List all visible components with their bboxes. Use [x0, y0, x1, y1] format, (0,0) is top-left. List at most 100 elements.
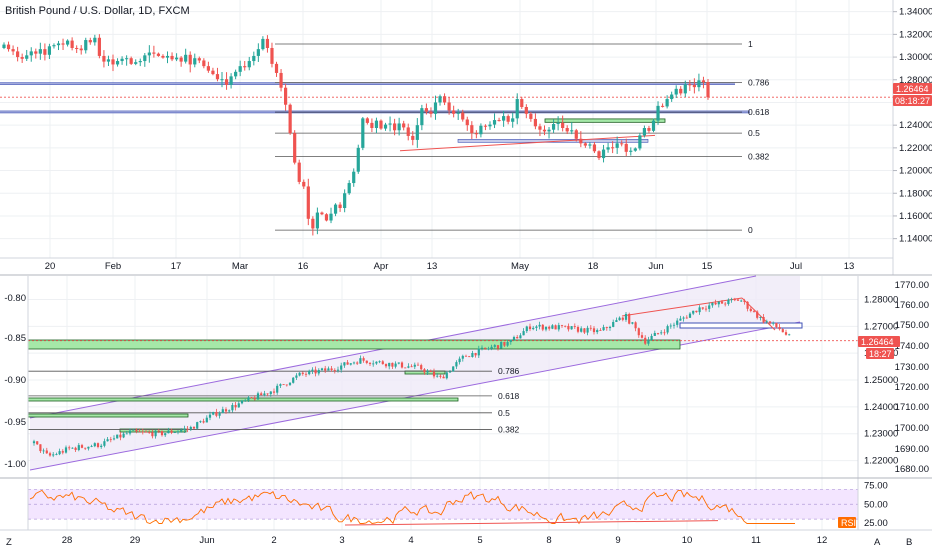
price-badge-middle-text: 1.26464: [861, 337, 894, 347]
candle-body: [265, 38, 270, 48]
candle-body: [224, 409, 228, 412]
auto-scale-button[interactable]: A: [874, 537, 881, 548]
candle-body: [106, 59, 111, 62]
candle-body: [343, 193, 347, 209]
candle-body: [576, 327, 580, 332]
candle-body: [455, 362, 458, 367]
candle-body: [765, 321, 768, 323]
candle-body: [665, 99, 669, 107]
candle-body: [411, 135, 415, 140]
candle-body: [452, 366, 455, 372]
candle-body: [25, 55, 29, 59]
price-badge-top: [893, 83, 932, 94]
candle-body: [448, 371, 452, 373]
candle-body: [56, 43, 61, 46]
candle-body: [80, 445, 84, 448]
candle-body: [579, 138, 583, 144]
candle-body: [493, 345, 496, 347]
candle-body: [420, 365, 423, 370]
candle-body: [621, 317, 624, 320]
candle-body: [567, 325, 570, 330]
candle-body: [228, 410, 231, 412]
candle-body: [547, 129, 551, 132]
price-badge-top-text: 1.26464: [896, 84, 929, 94]
candle-body: [338, 204, 342, 209]
candle-body: [138, 431, 141, 433]
candle-body: [52, 454, 55, 456]
candle-body: [596, 330, 599, 333]
candle-body: [88, 40, 92, 43]
candle-body: [315, 212, 319, 229]
candle-body: [706, 82, 710, 98]
candle-body: [551, 325, 554, 329]
candle-body: [496, 345, 500, 349]
candle-body: [484, 347, 487, 349]
zoom-button[interactable]: Z: [6, 537, 12, 548]
candle-body: [506, 342, 509, 346]
log-scale-button[interactable]: B: [906, 537, 912, 548]
candle-body: [551, 124, 556, 130]
rsi-tick-label: 50.00: [864, 499, 888, 510]
candle-body: [682, 317, 685, 319]
x-tick-label: Jul: [790, 261, 802, 272]
candle-body: [45, 450, 48, 454]
candle-body: [611, 147, 615, 149]
trendline-red: [399, 134, 656, 152]
candle-body: [144, 431, 148, 433]
candle-body: [215, 74, 220, 80]
candle-body: [651, 120, 656, 131]
candle-body: [293, 133, 297, 163]
candle-body: [58, 451, 61, 455]
candle-body: [266, 393, 269, 395]
candle-body: [75, 47, 79, 49]
candle-body: [330, 368, 333, 370]
candle-body: [161, 55, 165, 58]
candle-body: [548, 326, 551, 329]
candle-body: [111, 59, 115, 65]
left-tick-label: -0.85: [4, 333, 26, 344]
candle-body: [633, 148, 637, 151]
candle-body: [407, 366, 410, 368]
x-tick-label: 4: [408, 535, 413, 546]
price-badge-middle: [858, 336, 900, 347]
right-tick-label: 1700.00: [895, 423, 929, 434]
candle-body: [379, 120, 383, 129]
candle-body: [612, 321, 615, 327]
candle-body: [394, 363, 397, 367]
candle-body: [743, 300, 746, 302]
candle-body: [368, 362, 372, 364]
candle-body: [542, 129, 547, 132]
candle-body: [618, 317, 621, 321]
candle-body: [599, 330, 602, 331]
candle-body: [154, 430, 157, 437]
candle-body: [186, 428, 189, 430]
candle-body: [640, 335, 644, 338]
candle-body: [180, 429, 183, 432]
candle-body: [679, 318, 682, 321]
candle-body: [192, 427, 196, 429]
candle-body: [525, 326, 528, 332]
candle-body: [179, 57, 183, 62]
candle-body: [752, 310, 756, 312]
candle-body: [352, 362, 356, 364]
candle-body: [573, 326, 576, 328]
candle-body: [445, 372, 448, 379]
candle-body: [311, 218, 315, 229]
candle-body: [260, 393, 263, 396]
candle-body: [285, 384, 288, 386]
candle-body: [263, 393, 266, 396]
candle-body: [442, 96, 447, 103]
candle-body: [125, 433, 128, 435]
demand-zone: [119, 428, 187, 433]
candle-body: [202, 60, 206, 67]
candle-body: [442, 376, 445, 379]
demand-zone: [27, 413, 189, 418]
candle-body: [615, 320, 618, 322]
candle-body: [519, 335, 522, 339]
candle-body: [468, 356, 471, 358]
candle-layer[interactable]: [2, 34, 791, 458]
candle-body: [229, 76, 233, 85]
candle-body: [295, 375, 298, 378]
candle-body: [533, 118, 538, 127]
candle-body: [642, 128, 647, 136]
